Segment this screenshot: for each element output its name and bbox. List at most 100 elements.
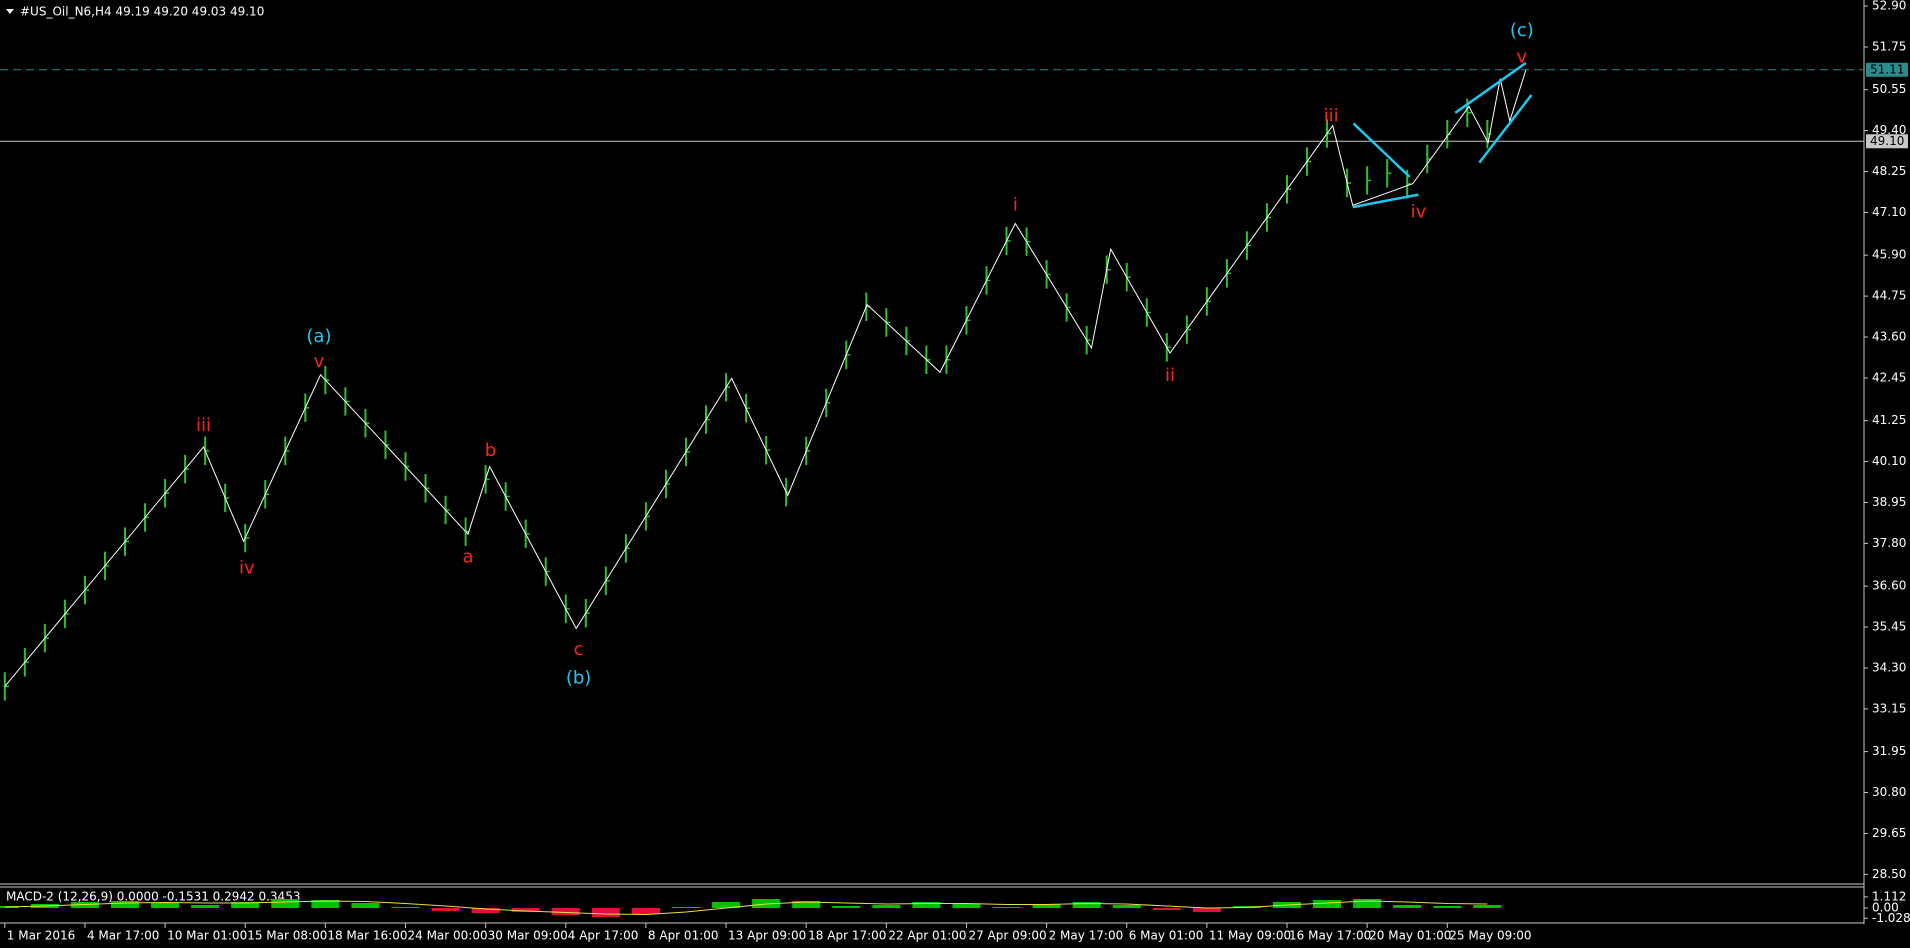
x-tick-label: 30 Mar 09:00: [488, 929, 568, 943]
x-tick-label: 1 Mar 2016: [7, 929, 75, 943]
x-tick-label: 18 Mar 16:00: [327, 929, 407, 943]
macd-histogram-bar: [1192, 908, 1221, 912]
y-tick-label: 29.65: [1872, 826, 1906, 840]
y-tick-label: 34.30: [1872, 660, 1906, 674]
macd-histogram-bar: [1473, 905, 1502, 908]
macd-title: MACD-2 (12,26,9) 0.0000 -0.1531 0.2942 0…: [6, 890, 300, 904]
x-tick-label: 6 May 01:00: [1129, 929, 1204, 943]
macd-histogram-bar: [1152, 908, 1181, 910]
macd-tick-label: 1.112: [1872, 889, 1906, 903]
macd-histogram-bar: [712, 902, 741, 908]
x-tick-label: 22 Apr 01:00: [888, 929, 966, 943]
x-tick-label: 4 Mar 17:00: [87, 929, 160, 943]
wave-label: v: [314, 351, 325, 372]
y-tick-label: 45.90: [1872, 248, 1906, 262]
macd-histogram-bar: [191, 905, 220, 908]
macd-tick-label: -1.0288: [1872, 911, 1910, 925]
x-tick-label: 8 Apr 01:00: [648, 929, 719, 943]
y-tick-label: 49.40: [1872, 123, 1906, 137]
macd-histogram-bar: [631, 908, 660, 914]
y-tick-label: 30.80: [1872, 785, 1906, 799]
y-tick-label: 38.95: [1872, 495, 1906, 509]
wave-label: iv: [1411, 201, 1427, 222]
x-tick-label: 15 Mar 08:00: [247, 929, 327, 943]
wave-label: ii: [1165, 365, 1175, 386]
y-tick-label: 51.75: [1872, 39, 1906, 53]
price-level-box: [1866, 62, 1908, 77]
macd-histogram-bar: [511, 908, 540, 912]
macd-histogram-bar: [110, 901, 140, 908]
macd-histogram-bar: [351, 903, 380, 908]
y-tick-label: 47.10: [1872, 205, 1906, 219]
wave-label: (a): [306, 326, 331, 347]
wave-label: iii: [196, 415, 211, 436]
x-tick-label: 11 May 09:00: [1209, 929, 1291, 943]
wave-label: i: [1013, 194, 1018, 215]
x-tick-label: 20 May 01:00: [1369, 929, 1451, 943]
macd-histogram-bar: [992, 907, 1021, 908]
macd-tick-label: 0.00: [1872, 901, 1899, 915]
trend-line: [1352, 193, 1419, 209]
x-tick-label: 25 May 09:00: [1449, 929, 1531, 943]
wave-label: v: [1516, 47, 1527, 68]
macd-histogram-bar: [1032, 904, 1061, 908]
macd-histogram-bar: [231, 902, 260, 908]
y-tick-label: 31.95: [1872, 744, 1906, 758]
macd-histogram-bar: [671, 907, 701, 908]
macd-histogram-bar: [792, 901, 821, 908]
x-tick-label: 16 May 17:00: [1289, 929, 1371, 943]
menu-arrow[interactable]: [6, 9, 14, 14]
macd-histogram-bar: [591, 908, 620, 917]
macd-histogram-bar: [952, 904, 981, 908]
macd-histogram-bar: [1433, 906, 1462, 908]
wave-label: c: [574, 639, 584, 660]
trend-line: [1478, 94, 1533, 164]
y-tick-label: 36.60: [1872, 579, 1906, 593]
price-level-label: 49.10: [1870, 134, 1904, 148]
y-tick-label: 33.15: [1872, 701, 1906, 715]
macd-histogram-bar: [271, 899, 300, 908]
x-tick-label: 13 Apr 09:00: [728, 929, 806, 943]
macd-histogram-bar: [551, 908, 580, 915]
wave-label: (b): [566, 668, 591, 689]
macd-histogram-bar: [1313, 900, 1342, 908]
y-tick-label: 43.60: [1872, 330, 1906, 344]
macd-histogram-bar: [151, 903, 180, 908]
wave-line: [4, 69, 1527, 687]
macd-histogram-bar: [872, 905, 901, 908]
y-tick-label: 35.45: [1872, 620, 1906, 634]
y-tick-label: 42.45: [1872, 370, 1906, 384]
x-tick-label: 18 Apr 17:00: [808, 929, 886, 943]
macd-histogram-bar: [832, 906, 861, 908]
macd-histogram-bar: [431, 908, 460, 911]
macd-histogram-bar: [1112, 905, 1141, 908]
y-tick-label: 52.90: [1872, 0, 1906, 13]
y-tick-label: 41.25: [1872, 413, 1906, 427]
x-tick-label: 4 Apr 17:00: [568, 929, 639, 943]
x-tick-label: 10 Mar 01:00: [167, 929, 247, 943]
macd-histogram-bar: [1393, 905, 1422, 908]
macd-signal-line: [4, 900, 1488, 916]
price-level-label: 51.11: [1870, 62, 1904, 76]
macd-histogram-bar: [1072, 902, 1101, 908]
x-tick-label: 2 May 17:00: [1049, 929, 1124, 943]
x-tick-label: 24 Mar 00:00: [407, 929, 487, 943]
macd-histogram-bar: [912, 902, 941, 908]
y-tick-label: 44.75: [1872, 289, 1906, 303]
macd-histogram-bar: [471, 908, 500, 913]
price-level-box: [1866, 134, 1908, 149]
wave-label: a: [462, 547, 473, 568]
trend-line: [1454, 61, 1527, 114]
y-tick-label: 40.10: [1872, 454, 1906, 468]
macd-histogram-bar: [311, 900, 340, 908]
wave-label: b: [485, 440, 496, 461]
wave-label: iv: [239, 557, 255, 578]
y-tick-label: 50.55: [1872, 82, 1906, 96]
trend-line: [1352, 122, 1411, 178]
macd-histogram-bar: [1353, 899, 1382, 908]
wave-label: iii: [1324, 105, 1339, 126]
chart-title: #US_Oil_N6,H4 49.19 49.20 49.03 49.10: [20, 5, 264, 19]
macd-histogram-bar: [391, 907, 420, 908]
